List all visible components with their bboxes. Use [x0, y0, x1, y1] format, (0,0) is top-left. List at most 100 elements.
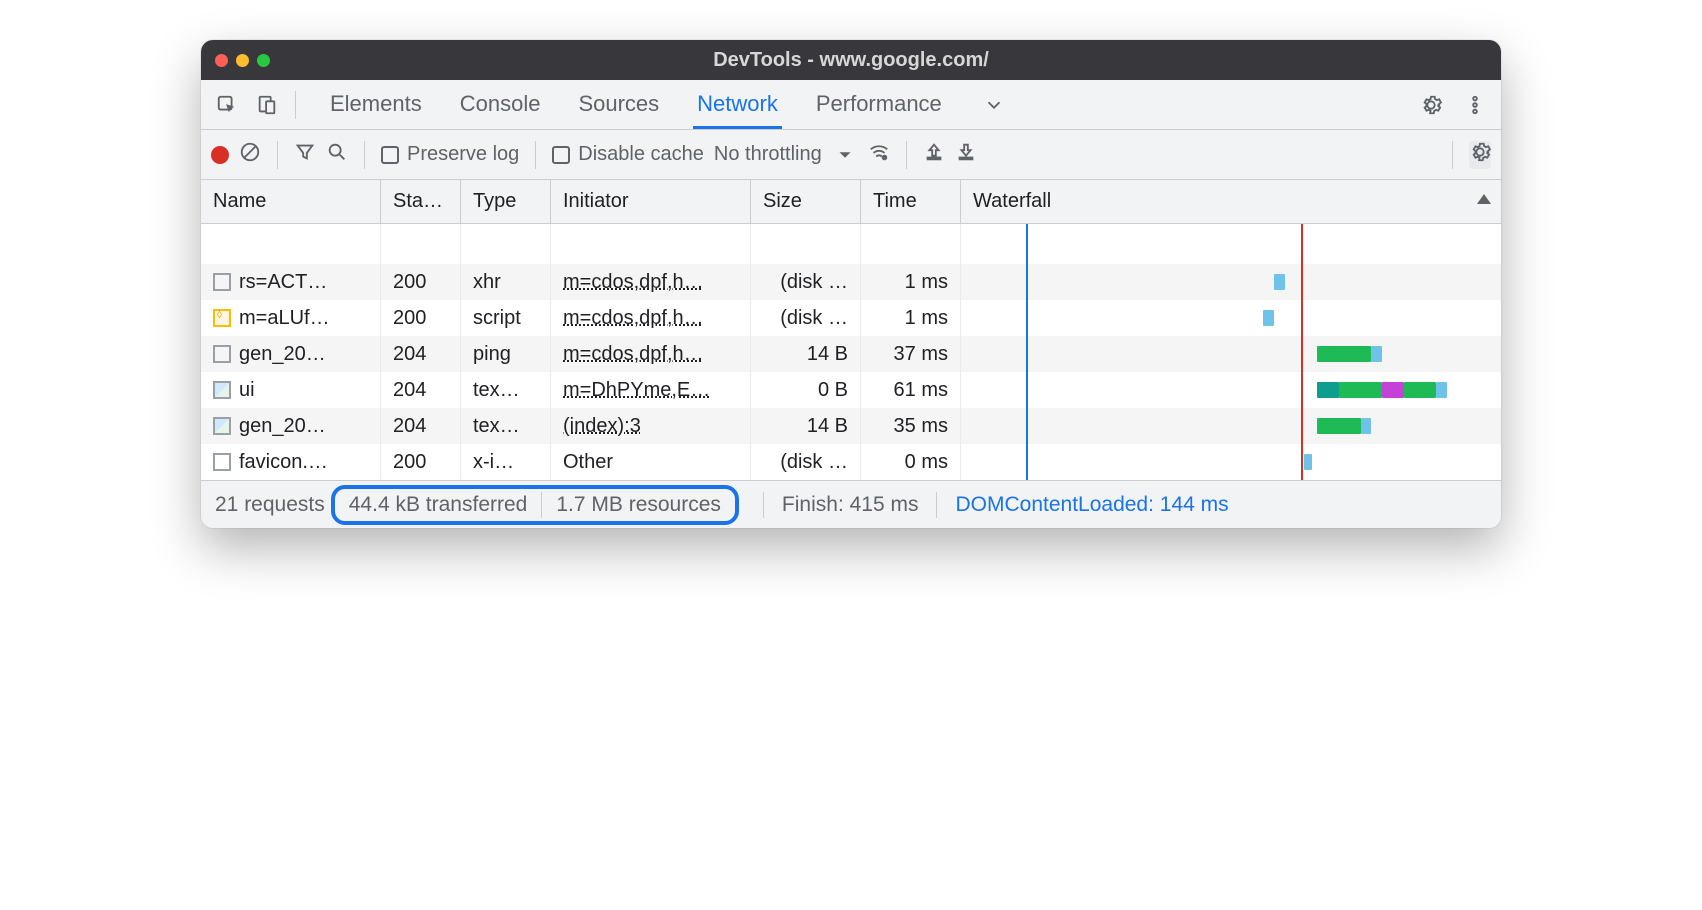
waterfall-cell	[961, 336, 1501, 372]
inspect-icon[interactable]	[209, 87, 245, 123]
tab-sources[interactable]: Sources	[574, 81, 663, 129]
waterfall-cell	[961, 264, 1501, 300]
request-type: script	[461, 300, 551, 336]
divider	[295, 91, 296, 119]
divider	[906, 141, 907, 169]
status-bar: 21 requests 44.4 kB transferred 1.7 MB r…	[201, 480, 1501, 528]
divider	[364, 141, 365, 169]
request-status: 200	[381, 444, 461, 480]
divider	[535, 141, 536, 169]
tab-network[interactable]: Network	[693, 81, 782, 129]
import-icon[interactable]	[923, 141, 945, 169]
col-initiator[interactable]: Initiator	[551, 180, 751, 223]
col-status[interactable]: Sta…	[381, 180, 461, 223]
request-type: x-i…	[461, 444, 551, 480]
request-time: 61 ms	[861, 372, 961, 408]
col-time[interactable]: Time	[861, 180, 961, 223]
request-time: 1 ms	[861, 264, 961, 300]
network-conditions-icon[interactable]	[868, 141, 890, 169]
waterfall-cell	[961, 300, 1501, 336]
maximize-icon[interactable]	[257, 54, 270, 67]
request-size: 14 B	[751, 336, 861, 372]
request-status: 204	[381, 372, 461, 408]
preserve-log-checkbox[interactable]: Preserve log	[381, 143, 519, 166]
waterfall-cell	[961, 444, 1501, 480]
status-transferred: 44.4 kB transferred	[349, 493, 528, 517]
request-name: favicon.…	[239, 451, 328, 474]
throttling-value: No throttling	[714, 143, 822, 166]
waterfall-cell	[961, 408, 1501, 444]
disable-cache-label: Disable cache	[578, 143, 704, 166]
status-dcl: DOMContentLoaded: 144 ms	[955, 493, 1228, 517]
disable-cache-checkbox[interactable]: Disable cache	[552, 143, 704, 166]
tab-console[interactable]: Console	[456, 81, 545, 129]
more-tabs-icon[interactable]	[976, 87, 1012, 123]
request-name: ui	[239, 379, 255, 402]
file-type-icon	[213, 345, 231, 363]
col-size[interactable]: Size	[751, 180, 861, 223]
request-size: (disk …	[751, 264, 861, 300]
divider	[1452, 141, 1453, 169]
request-status: 200	[381, 300, 461, 336]
request-type: xhr	[461, 264, 551, 300]
file-type-icon	[213, 381, 231, 399]
file-type-icon	[213, 309, 231, 327]
tab-performance[interactable]: Performance	[812, 81, 946, 129]
main-tabbar: Elements Console Sources Network Perform…	[201, 80, 1501, 130]
request-size: (disk …	[751, 444, 861, 480]
search-icon[interactable]	[326, 141, 348, 169]
divider	[936, 492, 937, 518]
tab-elements[interactable]: Elements	[326, 81, 426, 129]
request-size: 0 B	[751, 372, 861, 408]
device-toggle-icon[interactable]	[249, 87, 285, 123]
initiator-link[interactable]: m=cdos,dpf,h…	[563, 343, 704, 366]
request-status: 204	[381, 336, 461, 372]
devtools-window: DevTools - www.google.com/ Elements Cons…	[201, 40, 1501, 528]
status-resources: 1.7 MB resources	[556, 493, 721, 517]
titlebar: DevTools - www.google.com/	[201, 40, 1501, 80]
filter-icon[interactable]	[294, 141, 316, 169]
close-icon[interactable]	[215, 54, 228, 67]
initiator-text: Other	[563, 451, 613, 474]
initiator-link[interactable]: m=cdos,dpf,h…	[563, 307, 704, 330]
table-row[interactable]: gen_20… 204 ping m=cdos,dpf,h… 14 B 37 m…	[201, 336, 1501, 372]
col-type[interactable]: Type	[461, 180, 551, 223]
initiator-link[interactable]: m=cdos,dpf,h…	[563, 271, 704, 294]
network-toolbar: Preserve log Disable cache No throttling	[201, 130, 1501, 180]
kebab-menu-icon[interactable]	[1457, 87, 1493, 123]
table-row[interactable]: ui 204 tex… m=DhPYme,E… 0 B 61 ms	[201, 372, 1501, 408]
file-type-icon	[213, 453, 231, 471]
record-button[interactable]	[211, 146, 229, 164]
waterfall-cell	[961, 372, 1501, 408]
window-title: DevTools - www.google.com/	[201, 49, 1501, 72]
highlight-annotation: 44.4 kB transferred 1.7 MB resources	[331, 485, 739, 525]
request-type: ping	[461, 336, 551, 372]
request-size: (disk …	[751, 300, 861, 336]
table-row[interactable]: gen_20… 204 tex… (index):3 14 B 35 ms	[201, 408, 1501, 444]
file-type-icon	[213, 417, 231, 435]
throttling-select[interactable]: No throttling	[714, 143, 858, 166]
request-time: 35 ms	[861, 408, 961, 444]
request-name: m=aLUf…	[239, 307, 330, 330]
request-size: 14 B	[751, 408, 861, 444]
table-row	[201, 224, 1501, 264]
status-finish: Finish: 415 ms	[782, 493, 919, 517]
network-settings-icon[interactable]	[1469, 141, 1491, 169]
request-time: 0 ms	[861, 444, 961, 480]
settings-icon[interactable]	[1413, 87, 1449, 123]
minimize-icon[interactable]	[236, 54, 249, 67]
initiator-link[interactable]: (index):3	[563, 415, 641, 438]
table-header: Name Sta… Type Initiator Size Time Water…	[201, 180, 1501, 224]
request-type: tex…	[461, 372, 551, 408]
table-row[interactable]: m=aLUf… 200 script m=cdos,dpf,h… (disk ……	[201, 300, 1501, 336]
request-type: tex…	[461, 408, 551, 444]
table-row[interactable]: favicon.… 200 x-i… Other (disk … 0 ms	[201, 444, 1501, 480]
col-name[interactable]: Name	[201, 180, 381, 223]
table-row[interactable]: rs=ACT… 200 xhr m=cdos,dpf,h… (disk … 1 …	[201, 264, 1501, 300]
divider	[277, 141, 278, 169]
initiator-link[interactable]: m=DhPYme,E…	[563, 379, 710, 402]
export-icon[interactable]	[955, 141, 977, 169]
col-waterfall[interactable]: Waterfall	[961, 180, 1501, 223]
clear-icon[interactable]	[239, 141, 261, 169]
status-requests: 21 requests	[215, 493, 325, 517]
